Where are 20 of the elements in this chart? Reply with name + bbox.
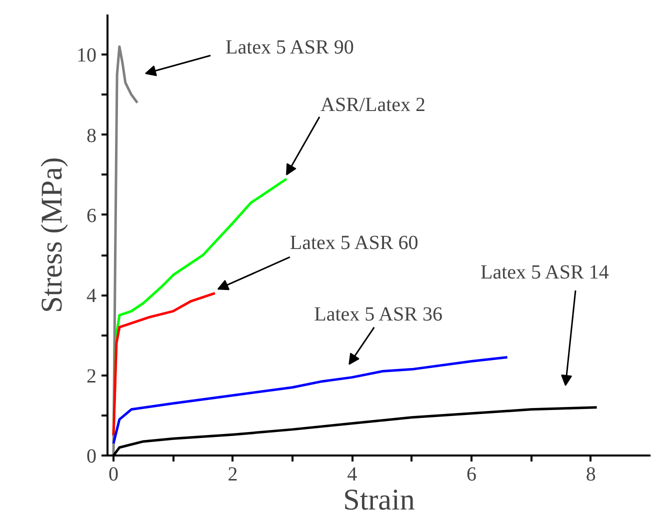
y-tick-label: 4 bbox=[86, 285, 96, 308]
x-axis-title: Strain bbox=[343, 484, 415, 516]
y-tick-label: 8 bbox=[86, 124, 96, 147]
x-tick-label: 8 bbox=[586, 464, 596, 486]
y-axis-title: Stress (MPa) bbox=[36, 157, 68, 313]
y-tick-label: 2 bbox=[86, 365, 96, 388]
y-tick-label: 6 bbox=[86, 204, 96, 227]
annotation: Latex 5 ASR 90 bbox=[226, 36, 354, 58]
y-tick-label: 10 bbox=[76, 44, 96, 67]
annotation: Latex 5 ASR 60 bbox=[290, 232, 418, 254]
x-tick-label: 2 bbox=[228, 464, 238, 486]
line-series bbox=[112, 356, 509, 445]
line-series bbox=[112, 292, 216, 437]
annotation: Latex 5 ASR 14 bbox=[480, 262, 609, 284]
x-tick-label: 6 bbox=[466, 464, 476, 486]
annotation: ASR/Latex 2 bbox=[320, 94, 426, 116]
x-tick-label: 4 bbox=[347, 464, 358, 486]
x-tick-label: 0 bbox=[108, 464, 118, 486]
y-tick-label: 0 bbox=[86, 446, 96, 468]
annotation: Latex 5 ASR 36 bbox=[314, 303, 442, 326]
